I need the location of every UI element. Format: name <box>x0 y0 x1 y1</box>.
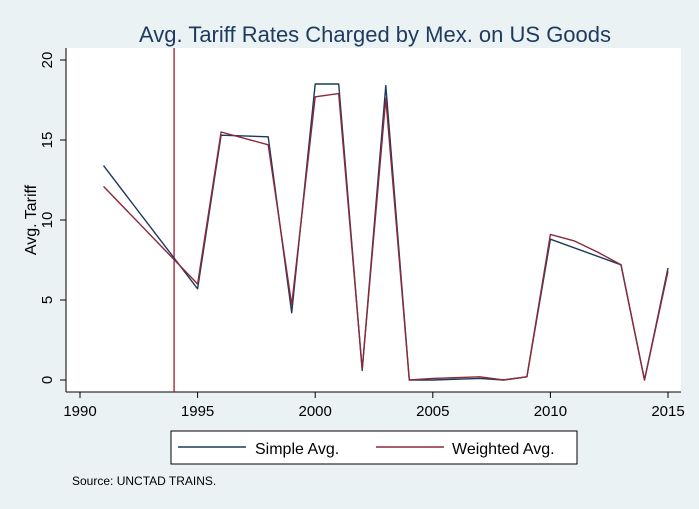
y-axis-label: Avg. Tariff <box>23 184 40 255</box>
legend-label-weighted-avg: Weighted Avg. <box>452 441 555 458</box>
x-tick-label: 2000 <box>299 403 332 420</box>
source-note: Source: UNCTAD TRAINS. <box>72 474 216 488</box>
axes: 0 5 10 15 20 1990 1995 2000 2005 2010 2015 <box>39 48 685 420</box>
series-line-weighted-avg <box>102 92 669 381</box>
legend-label-simple-avg: Simple Avg. <box>255 441 339 458</box>
y-tick-label: 0 <box>39 376 56 384</box>
y-tick-label: 15 <box>39 132 56 149</box>
x-tick-label: 1995 <box>181 403 214 420</box>
chart-title: Avg. Tariff Rates Charged by Mex. on US … <box>139 22 611 47</box>
plot-area <box>66 48 681 392</box>
x-tick-label: 1990 <box>63 403 96 420</box>
y-tick-label: 10 <box>39 212 56 229</box>
x-tick-label: 2005 <box>416 403 449 420</box>
y-tick-label: 20 <box>39 52 56 69</box>
y-tick-label: 5 <box>39 296 56 304</box>
legend: Simple Avg. Weighted Avg. <box>170 430 578 465</box>
x-tick-label: 2015 <box>651 403 684 420</box>
legend-box <box>170 430 578 465</box>
x-tick-label: 2010 <box>534 403 567 420</box>
series-layer <box>102 83 669 381</box>
